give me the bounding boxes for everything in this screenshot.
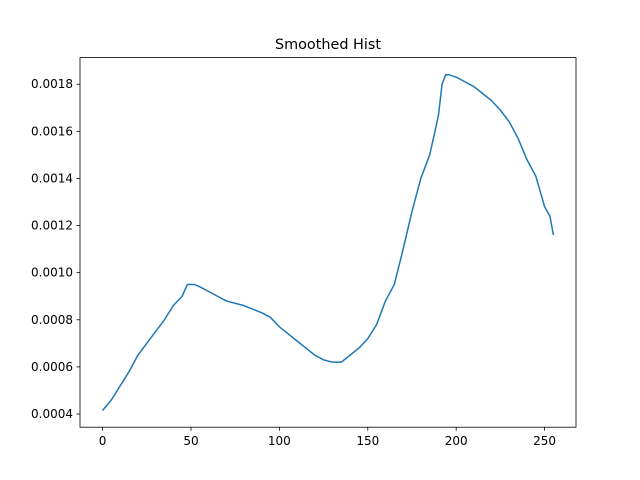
y-tick-label: 0.0018: [31, 77, 73, 91]
y-tick-label: 0.0004: [31, 407, 73, 421]
x-tick-label: 200: [445, 434, 468, 448]
y-tick-label: 0.0012: [31, 219, 73, 233]
y-tick-label: 0.0008: [31, 313, 73, 327]
x-tick-label: 0: [99, 434, 107, 448]
chart-title: Smoothed Hist: [275, 37, 381, 53]
axes-frame: [79, 57, 577, 428]
x-tick-label: 150: [356, 434, 379, 448]
y-tick-label: 0.0014: [31, 171, 73, 185]
y-tick-label: 0.0010: [31, 266, 73, 280]
x-tick-label: 250: [533, 434, 556, 448]
data-line: [101, 74, 555, 411]
y-tick-label: 0.0016: [31, 124, 73, 138]
x-tick-label: 50: [183, 434, 198, 448]
x-tick-label: 100: [268, 434, 291, 448]
y-tick-label: 0.0006: [31, 360, 73, 374]
